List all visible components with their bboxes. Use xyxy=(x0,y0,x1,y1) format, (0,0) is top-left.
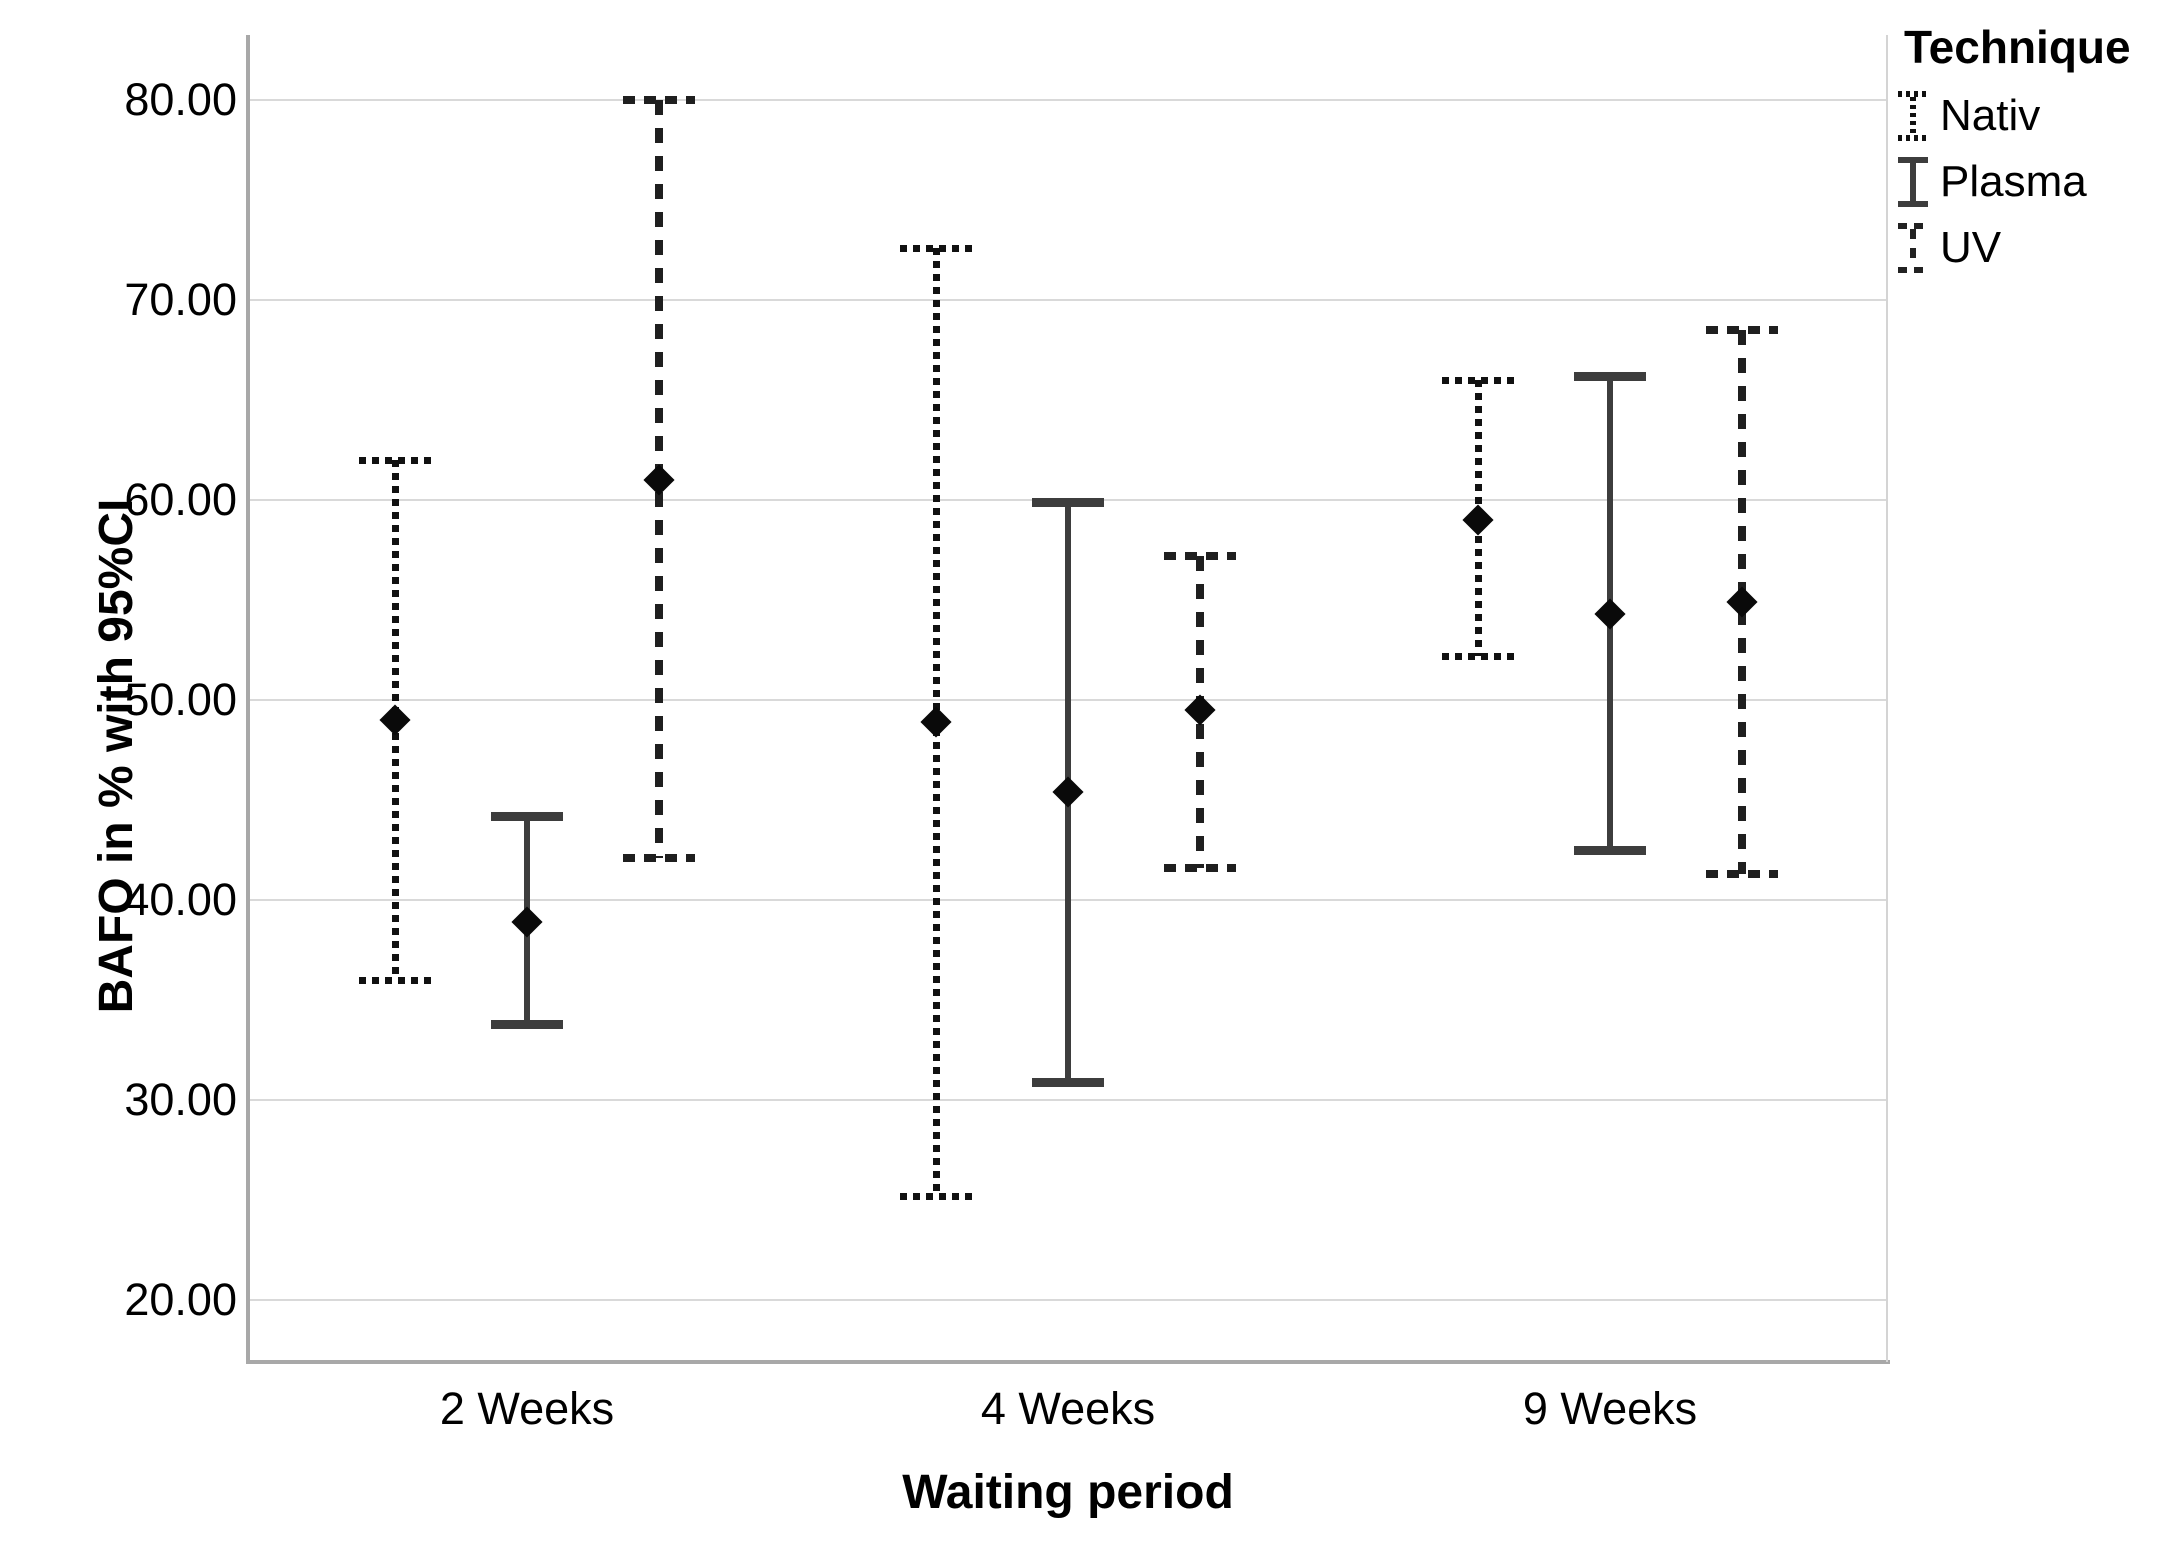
mean-marker-diamond xyxy=(379,704,411,736)
ci-cap-top xyxy=(623,96,695,104)
ci-cap-bottom xyxy=(900,1192,972,1200)
x-axis-title: Waiting period xyxy=(902,1466,1234,1519)
plasma-solid-errorbar-key-icon xyxy=(1898,157,1928,207)
legend-title: Technique xyxy=(1904,21,2131,73)
ci-cap-top xyxy=(1574,371,1646,381)
legend-label-uv: UV xyxy=(1940,223,2002,272)
y-tick-label-80.00: 80.00 xyxy=(124,74,237,125)
ci-cap-top xyxy=(1442,376,1514,384)
gridline-20.00 xyxy=(250,1299,1886,1301)
gridline-70.00 xyxy=(250,299,1886,301)
ci-cap-top xyxy=(359,456,431,464)
legend-item-plasma: Plasma xyxy=(1898,156,2179,208)
mean-marker-diamond xyxy=(643,464,675,496)
ci-cap-bottom xyxy=(623,854,695,862)
ci-cap-bottom xyxy=(491,1019,563,1029)
x-axis-line xyxy=(246,1360,1890,1364)
y-tick-label-40.00: 40.00 xyxy=(124,874,237,925)
ci-cap-bottom xyxy=(1706,870,1778,878)
y-tick-label-20.00: 20.00 xyxy=(124,1274,237,1325)
uv-dashed-errorbar-key-icon xyxy=(1898,223,1928,273)
ci-cap-bottom xyxy=(1442,652,1514,660)
legend-item-nativ: Nativ xyxy=(1898,90,2179,142)
ci-cap-bottom xyxy=(1164,864,1236,872)
mean-marker-diamond xyxy=(1594,598,1626,630)
y-tick-label-70.00: 70.00 xyxy=(124,274,237,325)
legend-item-uv: UV xyxy=(1898,222,2179,274)
mean-marker-diamond xyxy=(920,706,952,738)
ci-cap-top xyxy=(491,811,563,821)
y-tick-label-60.00: 60.00 xyxy=(124,474,237,525)
x-category-label-2-weeks: 2 Weeks xyxy=(439,1383,615,1434)
x-category-label-9-weeks: 9 Weeks xyxy=(1522,1383,1698,1434)
y-axis-title: BAFO in % with 95%CI xyxy=(90,498,143,1014)
y-tick-label-30.00: 30.00 xyxy=(124,1074,237,1125)
gridline-30.00 xyxy=(250,1099,1886,1101)
ci-cap-top xyxy=(900,244,972,252)
mean-marker-diamond xyxy=(1052,776,1084,808)
ci-cap-bottom xyxy=(1574,845,1646,855)
ci-cap-top xyxy=(1706,326,1778,334)
legend-label-plasma: Plasma xyxy=(1940,157,2087,206)
mean-marker-diamond xyxy=(1462,504,1494,536)
mean-marker-diamond xyxy=(1726,586,1758,618)
plot-right-border xyxy=(1886,35,1888,1362)
y-axis-line xyxy=(246,35,250,1364)
x-category-label-4-weeks: 4 Weeks xyxy=(980,1383,1156,1434)
gridline-80.00 xyxy=(250,99,1886,101)
legend: Technique Nativ Plasma UV xyxy=(1898,18,2179,274)
ci-cap-bottom xyxy=(359,976,431,984)
legend-label-nativ: Nativ xyxy=(1940,91,2041,140)
mean-marker-diamond xyxy=(511,906,543,938)
nativ-dotted-errorbar-key-icon xyxy=(1898,91,1928,141)
y-tick-label-50.00: 50.00 xyxy=(124,674,237,725)
ci-cap-top xyxy=(1164,552,1236,560)
ci-cap-top xyxy=(1032,497,1104,507)
ci-cap-bottom xyxy=(1032,1077,1104,1087)
